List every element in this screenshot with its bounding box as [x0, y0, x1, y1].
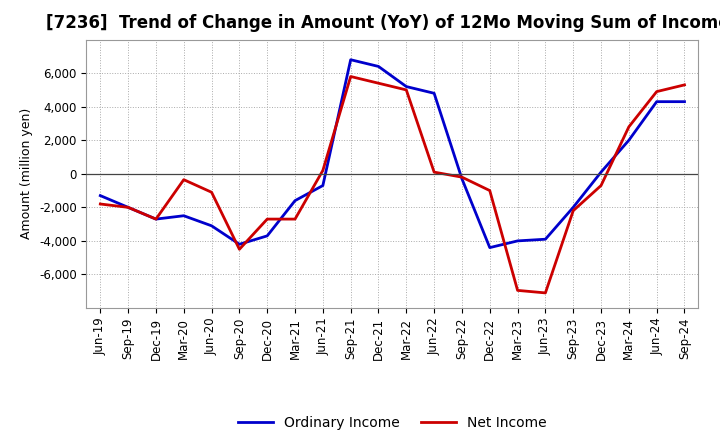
Title: [7236]  Trend of Change in Amount (YoY) of 12Mo Moving Sum of Incomes: [7236] Trend of Change in Amount (YoY) o…: [45, 15, 720, 33]
Net Income: [207, 190, 216, 195]
Net Income: [374, 81, 383, 86]
Ordinary Income: [374, 64, 383, 69]
Net Income: [179, 177, 188, 182]
Legend: Ordinary Income, Net Income: Ordinary Income, Net Income: [233, 410, 552, 435]
Net Income: [569, 208, 577, 213]
Net Income: [513, 288, 522, 293]
Net Income: [263, 216, 271, 222]
Ordinary Income: [513, 238, 522, 244]
Ordinary Income: [597, 169, 606, 175]
Line: Net Income: Net Income: [100, 77, 685, 293]
Net Income: [624, 124, 633, 129]
Net Income: [430, 169, 438, 175]
Ordinary Income: [291, 198, 300, 203]
Net Income: [458, 175, 467, 180]
Net Income: [235, 247, 243, 252]
Net Income: [152, 216, 161, 222]
Net Income: [291, 216, 300, 222]
Ordinary Income: [624, 138, 633, 143]
Ordinary Income: [263, 233, 271, 238]
Ordinary Income: [680, 99, 689, 104]
Net Income: [597, 183, 606, 188]
Net Income: [652, 89, 661, 94]
Ordinary Income: [346, 57, 355, 62]
Net Income: [124, 205, 132, 210]
Ordinary Income: [124, 205, 132, 210]
Net Income: [680, 82, 689, 88]
Ordinary Income: [207, 223, 216, 228]
Ordinary Income: [402, 84, 410, 89]
Ordinary Income: [96, 193, 104, 198]
Net Income: [346, 74, 355, 79]
Net Income: [96, 202, 104, 207]
Net Income: [541, 290, 550, 296]
Ordinary Income: [179, 213, 188, 218]
Ordinary Income: [152, 216, 161, 222]
Ordinary Income: [458, 176, 467, 181]
Ordinary Income: [541, 237, 550, 242]
Ordinary Income: [485, 245, 494, 250]
Ordinary Income: [430, 91, 438, 96]
Net Income: [318, 168, 327, 173]
Ordinary Income: [569, 205, 577, 210]
Line: Ordinary Income: Ordinary Income: [100, 60, 685, 248]
Net Income: [402, 87, 410, 92]
Net Income: [485, 188, 494, 193]
Ordinary Income: [235, 242, 243, 247]
Ordinary Income: [652, 99, 661, 104]
Ordinary Income: [318, 183, 327, 188]
Y-axis label: Amount (million yen): Amount (million yen): [20, 108, 33, 239]
